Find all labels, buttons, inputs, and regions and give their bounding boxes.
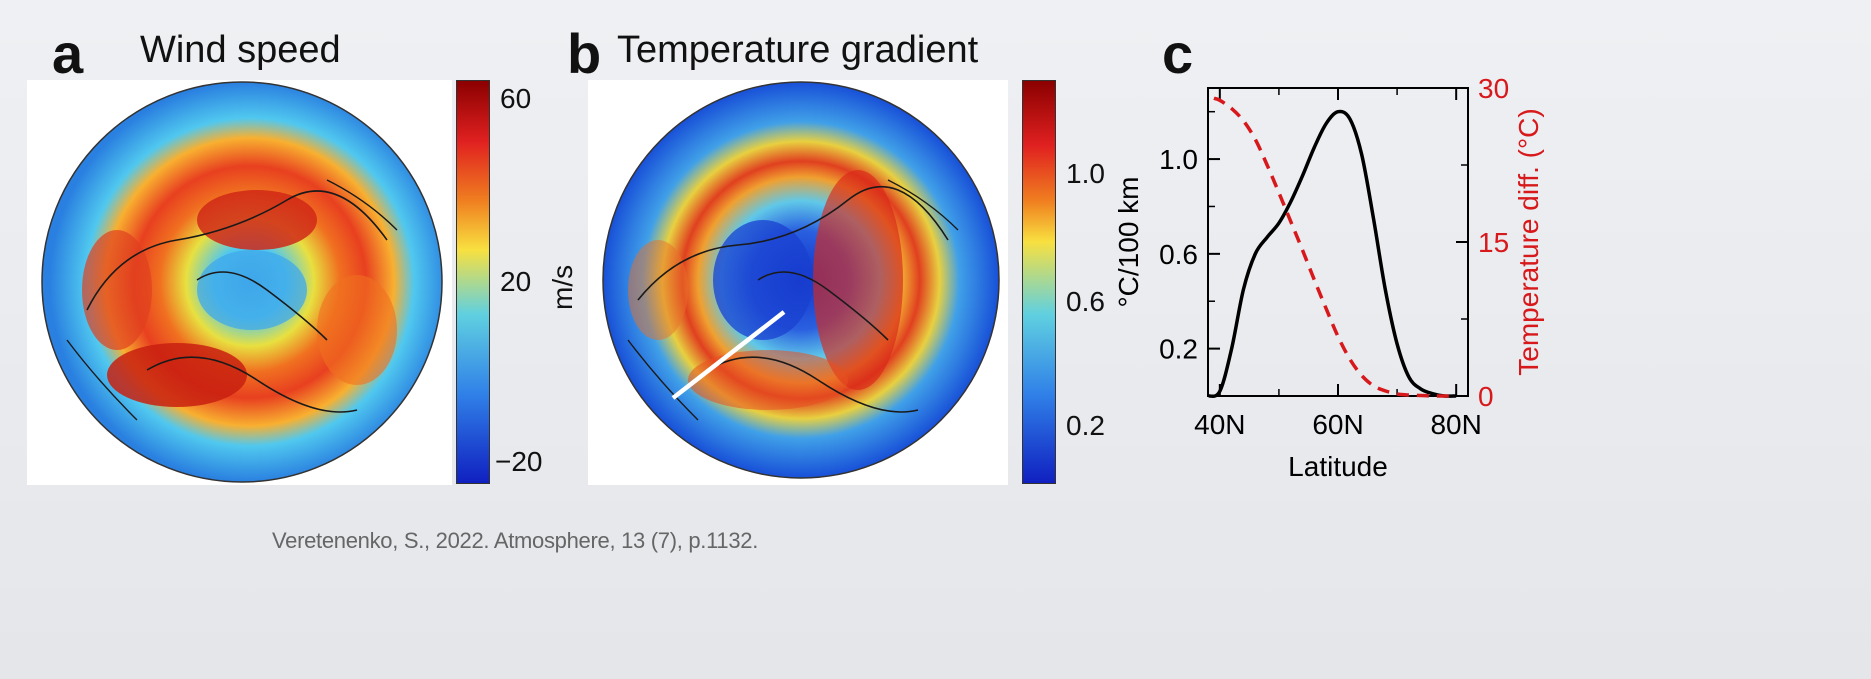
y-tick-label-2: 1.0 — [1159, 144, 1198, 175]
gradient-colorbar-tick-0-2: 0.2 — [1066, 410, 1105, 441]
transect-line — [671, 310, 786, 400]
y-axis-label: °C/100 km — [1113, 176, 1144, 307]
panel-a-letter: a — [52, 22, 84, 85]
x-tick-label-0: 40N — [1194, 409, 1245, 440]
panel-b-title: Temperature gradient — [617, 29, 979, 71]
y-tick-label-0: 0.2 — [1159, 334, 1198, 365]
y2-tick-label-0: 0 — [1478, 381, 1494, 412]
black-gradient-curve — [1207, 109, 1457, 399]
plot-frame — [1207, 87, 1469, 397]
wind-colorbar-tick-60: 60 — [500, 83, 532, 114]
x-axis-label: Latitude — [1288, 451, 1388, 482]
wind-colorbar-unit: m/s — [547, 264, 578, 310]
x-tick-label-2: 80N — [1430, 409, 1481, 440]
panel-c-letter: c — [1162, 22, 1194, 85]
latitude-line-chart: 40N 60N 80N 0.2 0.6 1.0 0 15 30 Latitude °C/10… — [1113, 73, 1544, 482]
y2-axis-label: Temperature diff. (°C) — [1513, 108, 1544, 375]
panel-a-title: Wind speed — [140, 29, 341, 71]
temperature-gradient-colorbar — [1022, 80, 1056, 484]
y-tick-label-1: 0.6 — [1159, 239, 1198, 270]
x-tick-label-1: 60N — [1312, 409, 1363, 440]
wind-colorbar-tick-20: 20 — [500, 266, 532, 297]
panel-b-letter: b — [567, 22, 602, 85]
wind-speed-map — [27, 80, 452, 485]
wind-colorbar-tick-minus20: −20 — [495, 446, 543, 477]
gradient-colorbar-tick-1-0: 1.0 — [1066, 158, 1105, 189]
gradient-colorbar-tick-0-6: 0.6 — [1066, 286, 1105, 317]
temperature-gradient-map — [588, 80, 1008, 485]
y2-tick-label-2: 30 — [1478, 73, 1509, 104]
y2-tick-label-1: 15 — [1478, 227, 1509, 258]
red-temperature-diff-curve — [1213, 96, 1457, 398]
reference-citation: Veretenenko, S., 2022. Atmosphere, 13 (7… — [272, 528, 759, 553]
wind-speed-colorbar — [456, 80, 490, 484]
